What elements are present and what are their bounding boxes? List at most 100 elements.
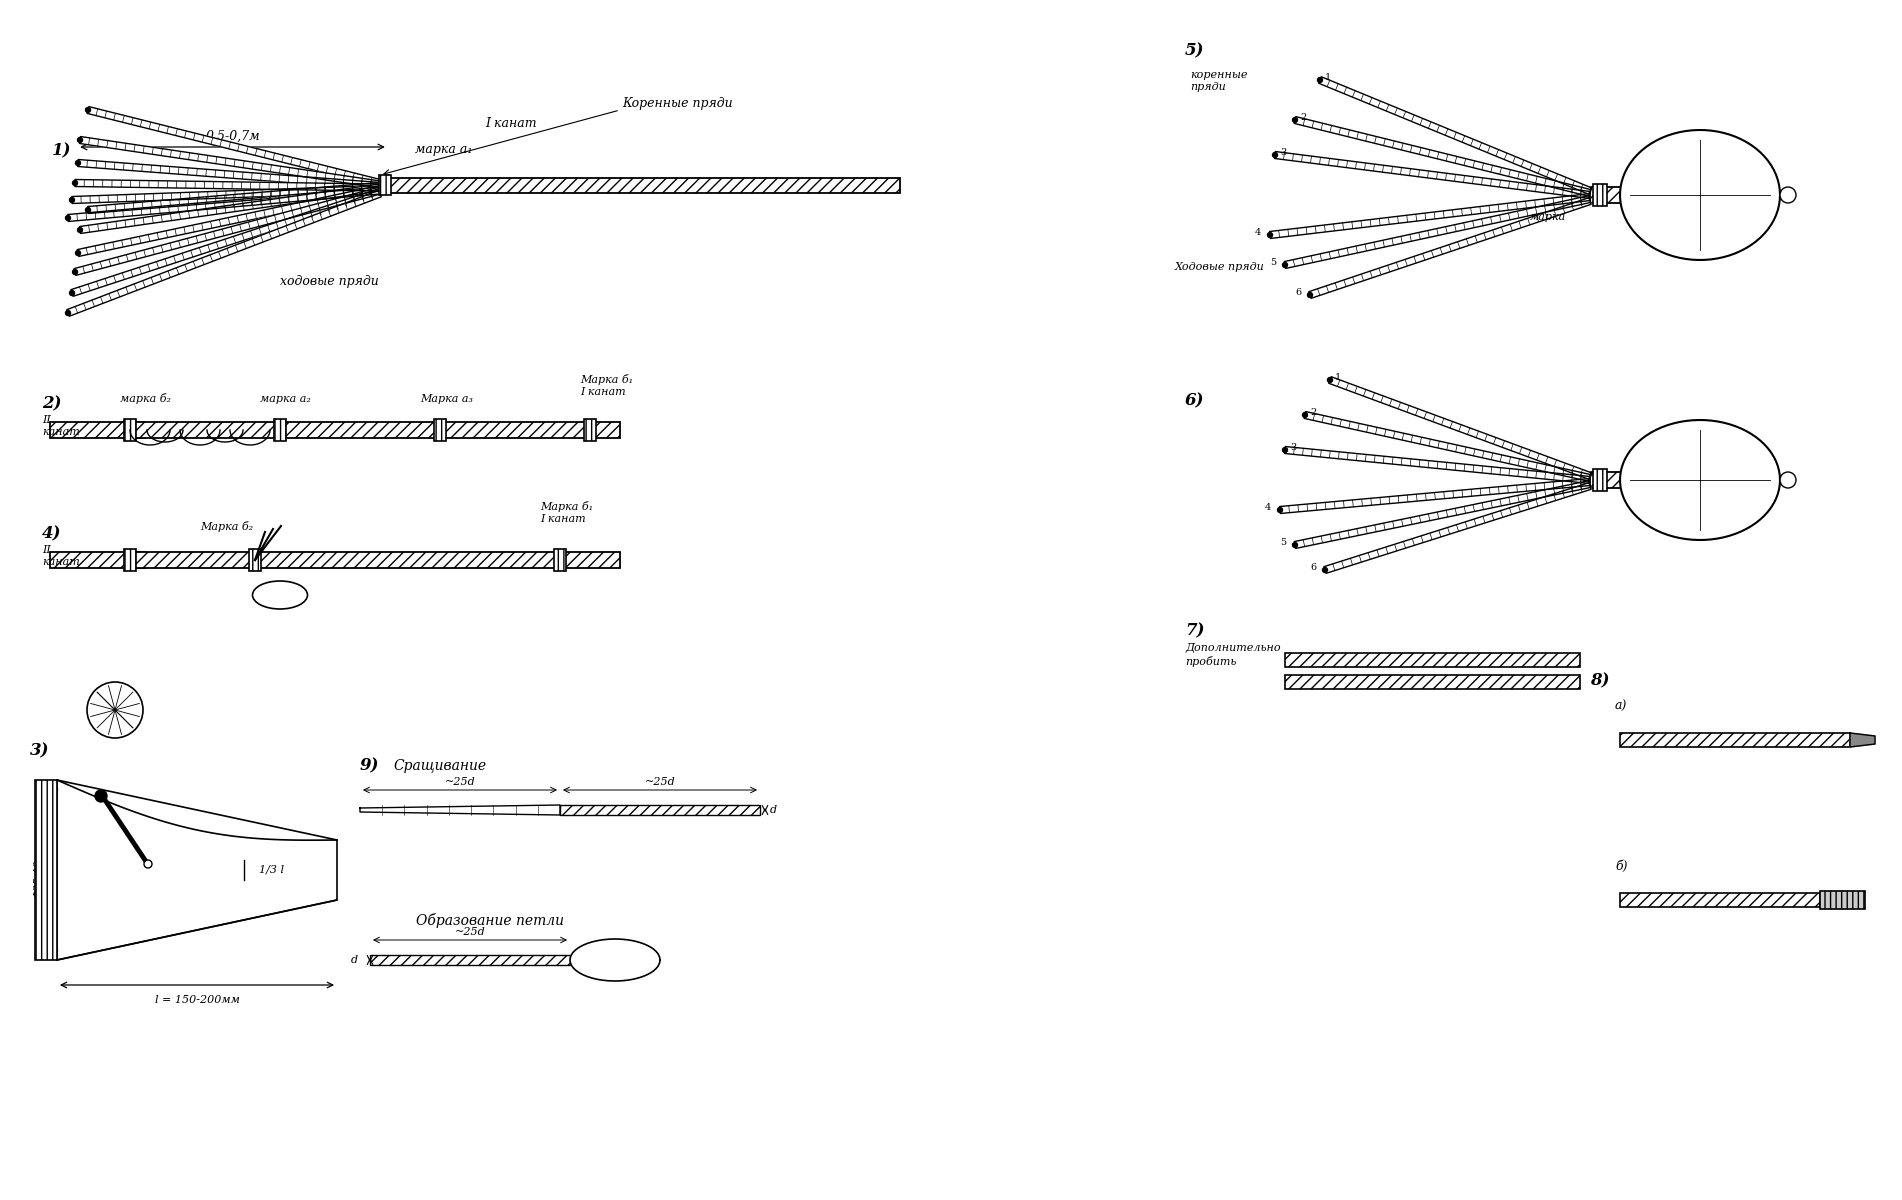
Polygon shape xyxy=(1274,151,1590,198)
Polygon shape xyxy=(72,186,380,204)
Bar xyxy=(371,955,571,965)
Circle shape xyxy=(86,208,91,212)
Circle shape xyxy=(76,251,80,256)
Circle shape xyxy=(78,138,82,143)
Text: 6: 6 xyxy=(1310,563,1316,572)
Circle shape xyxy=(1307,293,1312,298)
Bar xyxy=(553,550,567,571)
Text: 4): 4) xyxy=(42,526,61,542)
Polygon shape xyxy=(571,940,660,980)
Ellipse shape xyxy=(253,581,308,608)
Text: l = 150-200мм: l = 150-200мм xyxy=(154,995,240,1006)
Text: 1: 1 xyxy=(1326,73,1331,82)
Text: 3: 3 xyxy=(1280,148,1286,157)
Text: 1: 1 xyxy=(1335,373,1341,382)
Circle shape xyxy=(1318,78,1322,83)
Circle shape xyxy=(95,790,107,802)
Text: 4: 4 xyxy=(1255,228,1261,236)
Bar xyxy=(1286,674,1581,689)
Circle shape xyxy=(1322,568,1328,572)
Polygon shape xyxy=(1309,198,1592,299)
Polygon shape xyxy=(80,184,380,234)
Circle shape xyxy=(1780,187,1795,203)
Text: 5: 5 xyxy=(1271,258,1276,266)
Bar xyxy=(1621,733,1851,746)
Bar xyxy=(34,780,57,960)
Bar xyxy=(124,419,137,440)
Polygon shape xyxy=(1284,446,1590,484)
Circle shape xyxy=(145,860,152,868)
Text: 2: 2 xyxy=(1310,408,1316,416)
Circle shape xyxy=(87,682,143,738)
Circle shape xyxy=(72,270,78,275)
Circle shape xyxy=(1293,542,1297,547)
Text: 2: 2 xyxy=(1299,113,1307,122)
Circle shape xyxy=(1272,152,1278,157)
Circle shape xyxy=(70,290,74,295)
Polygon shape xyxy=(1318,77,1592,194)
Text: Образование петли: Образование петли xyxy=(417,913,565,928)
Polygon shape xyxy=(78,186,380,257)
Text: марка а₂: марка а₂ xyxy=(261,394,310,404)
Bar xyxy=(584,419,595,440)
Bar xyxy=(274,419,285,440)
Text: II
канат: II канат xyxy=(42,545,80,566)
Polygon shape xyxy=(1284,196,1590,269)
Polygon shape xyxy=(1324,482,1592,574)
Text: ~25d: ~25d xyxy=(455,926,485,937)
Circle shape xyxy=(78,228,82,233)
Polygon shape xyxy=(74,180,380,191)
Circle shape xyxy=(1328,378,1333,383)
Polygon shape xyxy=(1329,377,1592,479)
Text: ~25d: ~25d xyxy=(645,778,675,787)
Polygon shape xyxy=(70,188,380,296)
Polygon shape xyxy=(87,107,380,186)
Bar xyxy=(434,419,445,440)
Polygon shape xyxy=(1293,116,1590,197)
Text: 6: 6 xyxy=(1295,288,1301,296)
Bar xyxy=(378,175,392,194)
Bar xyxy=(129,422,620,438)
Text: Марка б₂: Марка б₂ xyxy=(200,521,253,532)
Circle shape xyxy=(76,161,80,166)
Polygon shape xyxy=(68,187,380,222)
Polygon shape xyxy=(57,780,337,960)
Text: 1): 1) xyxy=(51,142,72,158)
Circle shape xyxy=(86,108,91,113)
Polygon shape xyxy=(80,137,380,188)
Circle shape xyxy=(1282,263,1288,268)
Text: Марка а₃: Марка а₃ xyxy=(420,394,474,404)
Bar xyxy=(384,178,900,192)
Text: а): а) xyxy=(1615,700,1628,713)
Bar xyxy=(49,552,145,568)
Polygon shape xyxy=(1621,130,1780,260)
Text: 9): 9) xyxy=(359,757,380,774)
Bar xyxy=(559,805,761,815)
Circle shape xyxy=(1278,508,1282,512)
Text: Ходовые пряди: Ходовые пряди xyxy=(1175,262,1265,272)
Bar xyxy=(1594,184,1607,206)
Polygon shape xyxy=(1621,420,1780,540)
Polygon shape xyxy=(74,187,380,275)
Bar xyxy=(124,550,137,571)
Bar xyxy=(1286,653,1581,667)
Polygon shape xyxy=(87,182,380,214)
Text: коренные
пряди: коренные пряди xyxy=(1191,71,1248,92)
Text: II
канат: II канат xyxy=(42,415,80,437)
Bar xyxy=(1820,890,1866,910)
Bar xyxy=(49,422,145,438)
Bar xyxy=(1590,472,1624,488)
Polygon shape xyxy=(1305,412,1590,481)
Text: Дополнительно
пробить: Дополнительно пробить xyxy=(1185,643,1280,667)
Circle shape xyxy=(65,216,70,221)
Text: марка: марка xyxy=(1529,212,1565,222)
Text: d: d xyxy=(770,805,778,815)
Circle shape xyxy=(65,311,70,316)
Text: 6): 6) xyxy=(1185,392,1204,409)
Text: 1/3 l: 1/3 l xyxy=(259,864,283,874)
Polygon shape xyxy=(1271,193,1590,239)
Polygon shape xyxy=(78,160,380,190)
Circle shape xyxy=(1780,472,1795,488)
Circle shape xyxy=(1303,413,1307,418)
Circle shape xyxy=(1282,448,1288,452)
